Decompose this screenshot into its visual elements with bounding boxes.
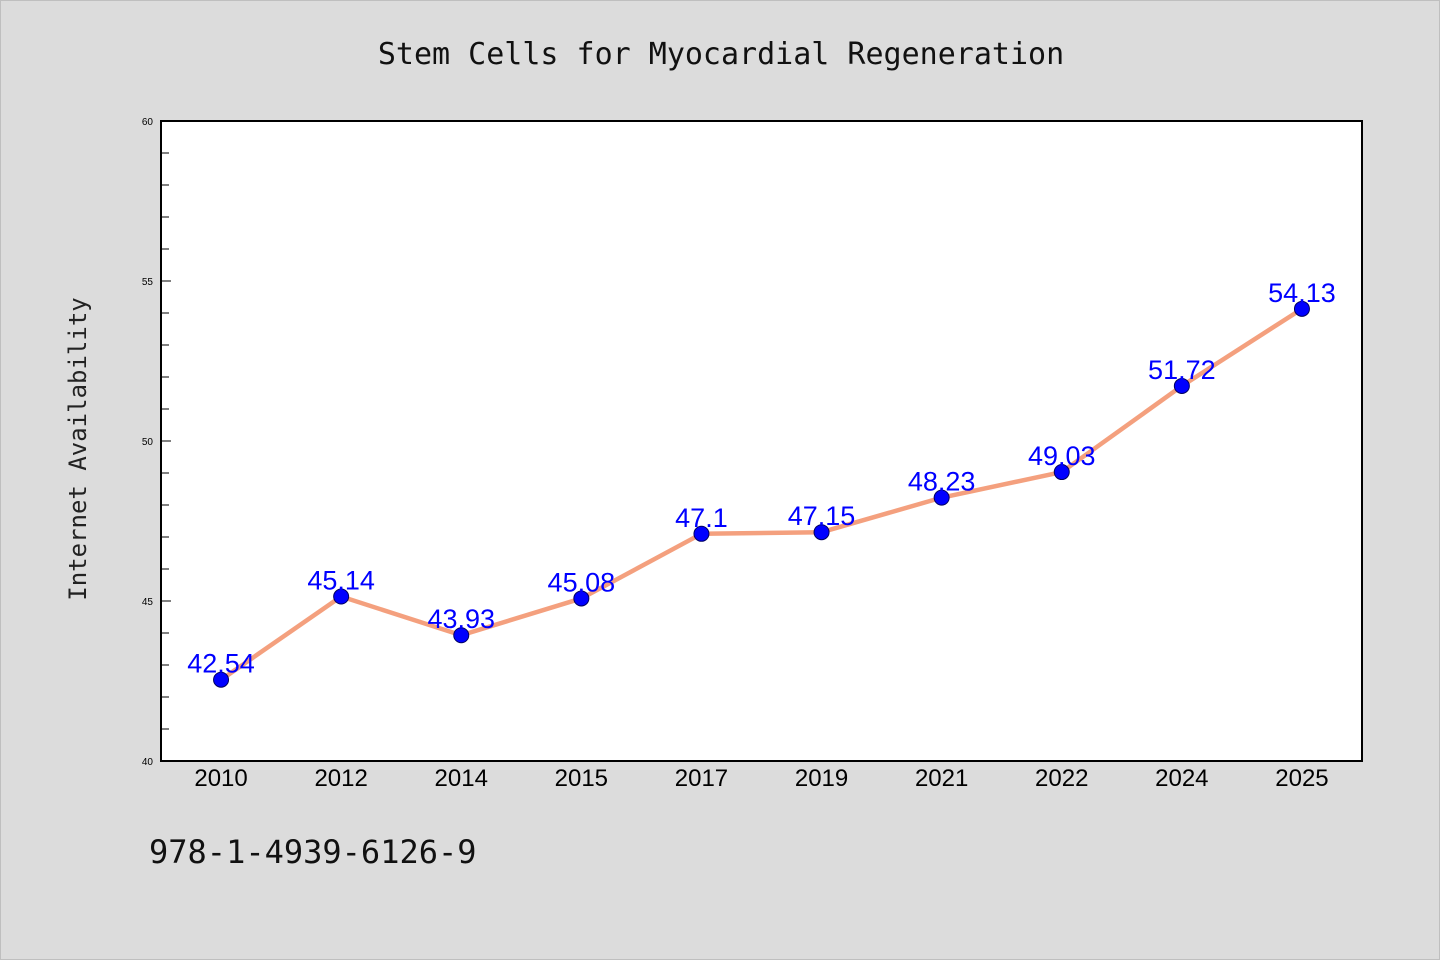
chart-title: Stem Cells for Myocardial Regeneration (378, 37, 1064, 72)
data-series: 42.54 45.14 43.93 45.08 47.1 47.15 48.23 49.03 5… (187, 278, 1336, 688)
data-label: 54.13 (1268, 278, 1336, 308)
x-tick-label: 2014 (435, 765, 488, 792)
data-label: 48.23 (908, 467, 976, 497)
data-point (693, 525, 710, 542)
x-tick-label: 2010 (194, 765, 247, 792)
data-label: 45.08 (548, 567, 616, 597)
plot-area (160, 120, 1363, 762)
series-line (218, 306, 1305, 682)
data-label: 42.54 (187, 649, 255, 679)
y-axis-label: Internet Availability (64, 297, 92, 600)
data-label: 49.03 (1028, 441, 1096, 471)
data-point (1173, 377, 1190, 394)
data-point (453, 627, 470, 644)
data-label: 43.93 (427, 604, 495, 634)
y-tick-label: 45 (142, 597, 154, 608)
y-axis-ticks: 40 45 50 55 60 (142, 117, 171, 768)
data-point (573, 590, 590, 607)
data-point (933, 489, 950, 506)
x-tick-label: 2024 (1155, 765, 1208, 792)
y-tick-label: 50 (142, 437, 154, 448)
data-label: 47.15 (788, 501, 856, 531)
y-tick-label: 55 (142, 277, 154, 288)
data-point (1293, 300, 1310, 317)
data-point (333, 588, 350, 605)
data-point (813, 524, 830, 541)
x-tick-label: 2017 (675, 765, 728, 792)
book-identifier: 978-1-4939-6126-9 (149, 833, 477, 871)
y-tick-label: 40 (142, 757, 154, 768)
x-tick-label: 2022 (1035, 765, 1088, 792)
data-point (213, 671, 230, 688)
x-tick-label: 2012 (314, 765, 367, 792)
x-tick-label: 2021 (915, 765, 968, 792)
data-point (1053, 464, 1070, 481)
x-tick-label: 2019 (795, 765, 848, 792)
x-axis-ticks: 2010 2012 2014 2015 2017 2019 2021 2022 2024 2025 (194, 765, 1328, 792)
x-tick-label: 2025 (1275, 765, 1328, 792)
x-tick-label: 2015 (555, 765, 608, 792)
y-tick-label: 60 (142, 117, 154, 128)
data-label: 45.14 (307, 566, 375, 596)
data-label: 51.72 (1148, 355, 1216, 385)
data-label: 47.1 (675, 503, 728, 533)
